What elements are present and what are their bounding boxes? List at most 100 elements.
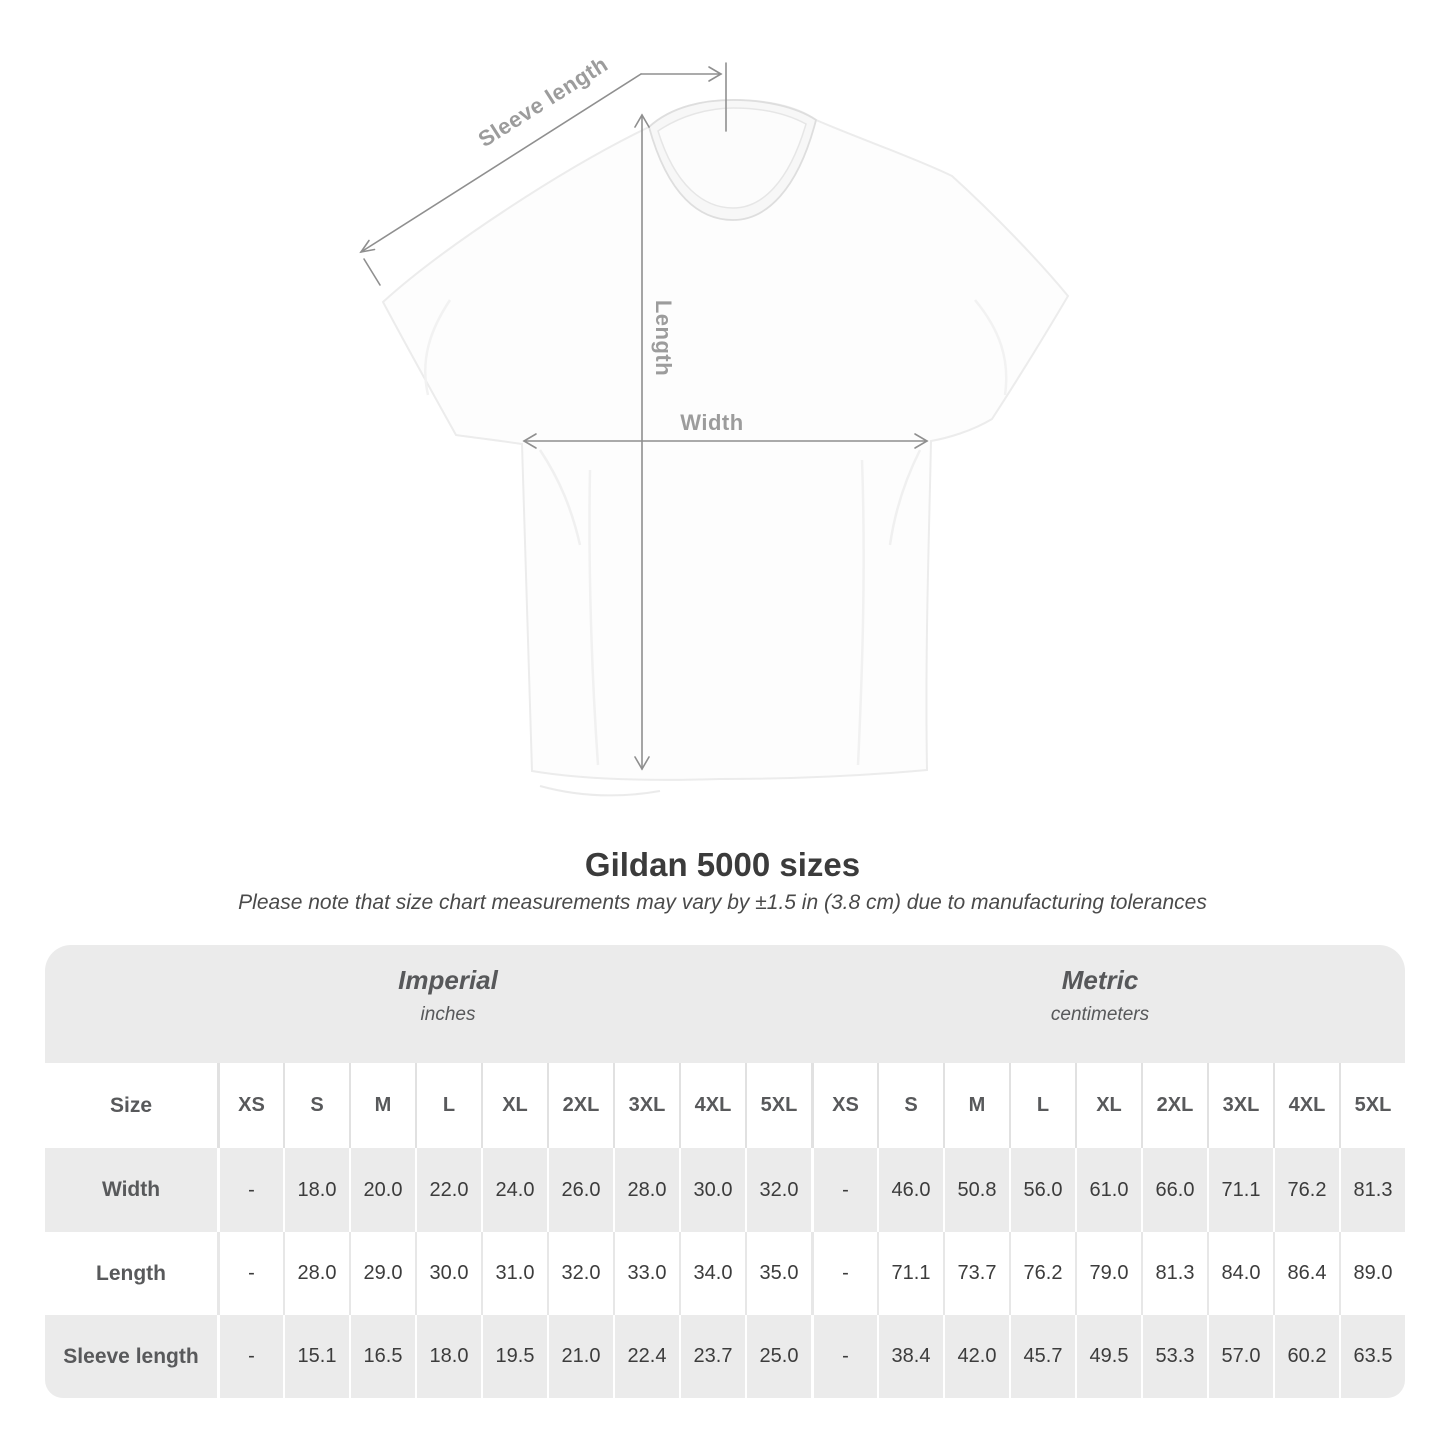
value-cell: -: [217, 1232, 283, 1315]
size-header-cell: XL: [1075, 1063, 1141, 1148]
value-cell: 28.0: [613, 1148, 679, 1232]
value-cell: 42.0: [943, 1315, 1009, 1398]
value-cell: 16.5: [349, 1315, 415, 1398]
value-cell: 89.0: [1339, 1232, 1405, 1315]
size-header-cell: L: [415, 1063, 481, 1148]
value-cell: 26.0: [547, 1148, 613, 1232]
width-label: Width: [680, 410, 743, 435]
table-row-length: Length - 28.0 29.0 30.0 31.0 32.0 33.0 3…: [45, 1232, 1405, 1315]
page-title: Gildan 5000 sizes: [584, 846, 861, 883]
value-cell: 18.0: [283, 1148, 349, 1232]
row-label: Length: [96, 1261, 166, 1285]
length-label: Length: [651, 300, 676, 376]
row-label: Sleeve length: [63, 1344, 199, 1368]
table-row-sleeve-length: Sleeve length - 15.1 16.5 18.0 19.5 21.0…: [45, 1315, 1405, 1398]
size-table: Imperial inches Metric centimeters Size …: [45, 945, 1405, 1398]
row-label: Width: [101, 1178, 161, 1201]
metric-label: Metric: [1061, 965, 1139, 995]
width-arrow: [522, 433, 929, 449]
hem-shadow: [539, 785, 661, 797]
size-header-cell: 2XL: [1141, 1063, 1207, 1148]
value-cell: 71.1: [1207, 1148, 1273, 1232]
unit-header-band: Imperial inches Metric centimeters: [45, 945, 1405, 1063]
value-cell: 15.1: [283, 1315, 349, 1398]
value-cell: 76.2: [1273, 1148, 1339, 1232]
value-cell: -: [217, 1148, 283, 1232]
value-cell: 30.0: [415, 1232, 481, 1315]
value-cell: 22.4: [613, 1315, 679, 1398]
value-cell: 34.0: [679, 1232, 745, 1315]
value-cell: 79.0: [1075, 1232, 1141, 1315]
tshirt-outline: [381, 98, 1070, 781]
value-cell: 53.3: [1141, 1315, 1207, 1398]
value-cell: 76.2: [1009, 1232, 1075, 1315]
size-header-cell: L: [1009, 1063, 1075, 1148]
size-header-cell: M: [943, 1063, 1009, 1148]
value-cell: 50.8: [943, 1148, 1009, 1232]
value-cell: 24.0: [481, 1148, 547, 1232]
unit-group-metric: Metric centimeters: [1051, 965, 1149, 1026]
value-cell: 23.7: [679, 1315, 745, 1398]
fabric-folds: [424, 299, 1008, 766]
value-cell: 38.4: [877, 1315, 943, 1398]
value-cell: 86.4: [1273, 1232, 1339, 1315]
size-header-cell: S: [877, 1063, 943, 1148]
sleeve-length-arrow: [359, 62, 727, 286]
value-cell: 84.0: [1207, 1232, 1273, 1315]
unit-group-imperial: Imperial inches: [398, 965, 498, 1026]
tshirt-illustration: [381, 98, 1070, 797]
value-cell: -: [811, 1232, 877, 1315]
size-header-cell: 3XL: [613, 1063, 679, 1148]
value-cell: 63.5: [1339, 1315, 1405, 1398]
value-cell: 20.0: [349, 1148, 415, 1232]
value-cell: -: [811, 1315, 877, 1398]
value-cell: 46.0: [877, 1148, 943, 1232]
size-header-cell: XS: [217, 1063, 283, 1148]
value-cell: -: [217, 1315, 283, 1398]
value-cell: 81.3: [1339, 1148, 1405, 1232]
size-header-cell: 4XL: [1273, 1063, 1339, 1148]
value-cell: 61.0: [1075, 1148, 1141, 1232]
value-cell: 33.0: [613, 1232, 679, 1315]
imperial-label: Imperial: [398, 965, 498, 995]
imperial-sublabel: inches: [420, 1004, 476, 1025]
size-header-row: Size XS S M L XL 2XL 3XL 4XL 5XL XS S M …: [45, 1063, 1405, 1148]
value-cell: 32.0: [745, 1148, 811, 1232]
value-cell: 56.0: [1009, 1148, 1075, 1232]
value-cell: 71.1: [877, 1232, 943, 1315]
value-cell: 21.0: [547, 1315, 613, 1398]
value-cell: 29.0: [349, 1232, 415, 1315]
value-cell: 18.0: [415, 1315, 481, 1398]
length-arrow: [634, 113, 650, 771]
value-cell: 19.5: [481, 1315, 547, 1398]
value-cell: 31.0: [481, 1232, 547, 1315]
size-header-cell: 3XL: [1207, 1063, 1273, 1148]
value-cell: 32.0: [547, 1232, 613, 1315]
size-header-cell: 5XL: [1339, 1063, 1405, 1148]
value-cell: 25.0: [745, 1315, 811, 1398]
size-header-cell: 5XL: [745, 1063, 811, 1148]
value-cell: 22.0: [415, 1148, 481, 1232]
value-cell: 45.7: [1009, 1315, 1075, 1398]
size-header-cell: M: [349, 1063, 415, 1148]
size-header-cell: 2XL: [547, 1063, 613, 1148]
table-row-width: Width - 18.0 20.0 22.0 24.0 26.0 28.0 30…: [45, 1148, 1405, 1232]
value-cell: -: [811, 1148, 877, 1232]
size-header-cell: 4XL: [679, 1063, 745, 1148]
size-header-cell: XS: [811, 1063, 877, 1148]
value-cell: 28.0: [283, 1232, 349, 1315]
value-cell: 73.7: [943, 1232, 1009, 1315]
tolerance-note: Please note that size chart measurements…: [238, 891, 1207, 914]
value-cell: 81.3: [1141, 1232, 1207, 1315]
tshirt-measurement-diagram: Sleeve length Length Width: [359, 51, 1070, 797]
value-cell: 57.0: [1207, 1315, 1273, 1398]
value-cell: 49.5: [1075, 1315, 1141, 1398]
value-cell: 35.0: [745, 1232, 811, 1315]
value-cell: 60.2: [1273, 1315, 1339, 1398]
metric-sublabel: centimeters: [1050, 1004, 1150, 1025]
size-column-header: Size: [109, 1093, 153, 1117]
collar-inner-band: [657, 107, 807, 209]
size-header-cell: S: [283, 1063, 349, 1148]
value-cell: 66.0: [1141, 1148, 1207, 1232]
